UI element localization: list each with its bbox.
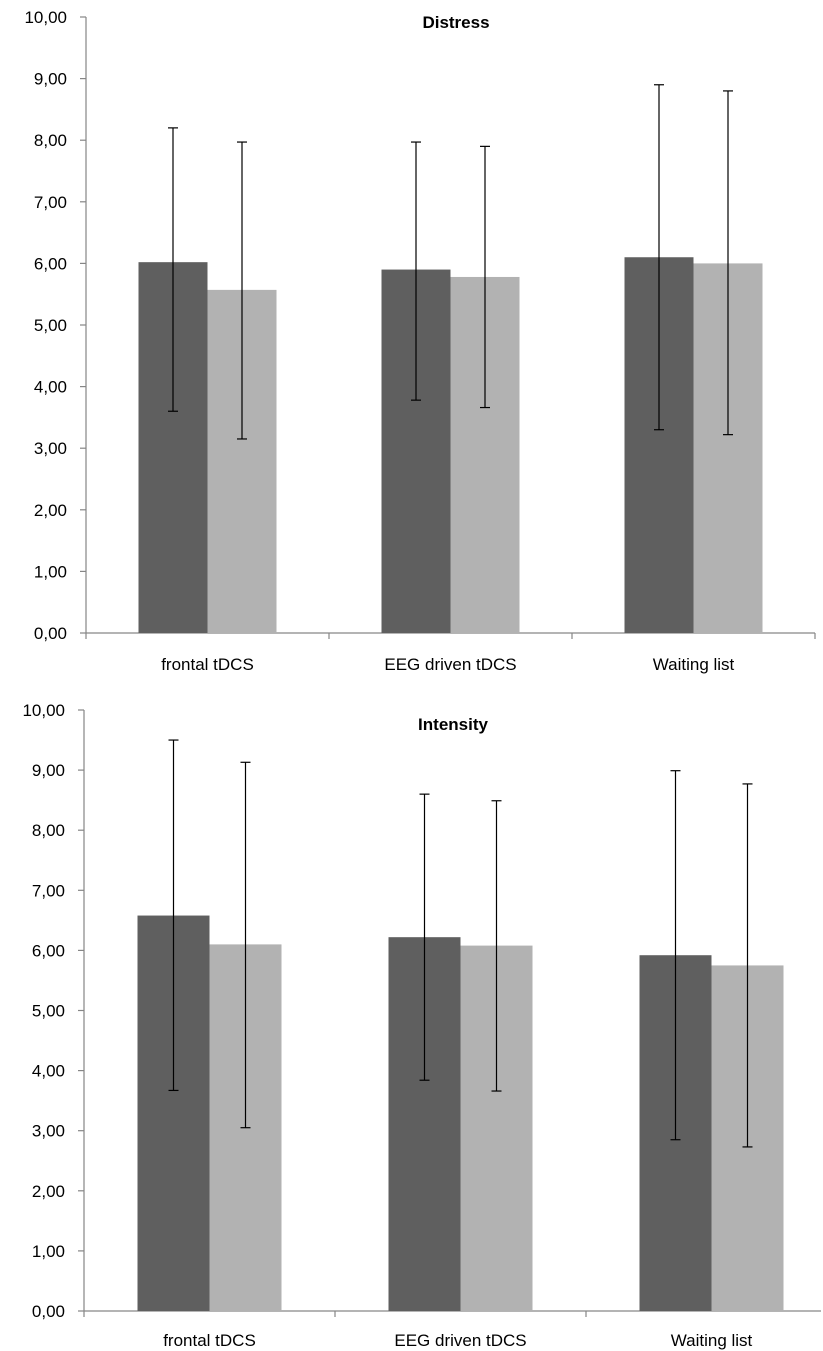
y-tick-label: 1,00 — [34, 562, 67, 581]
y-tick-label: 3,00 — [32, 1122, 65, 1141]
y-tick-label: 4,00 — [32, 1062, 65, 1081]
y-tick-label: 2,00 — [32, 1182, 65, 1201]
y-tick-label: 3,00 — [34, 439, 67, 458]
y-tick-label: 6,00 — [32, 941, 65, 960]
x-category-label: EEG driven tDCS — [384, 655, 516, 674]
x-category-label: Waiting list — [671, 1331, 753, 1350]
y-tick-label: 0,00 — [34, 624, 67, 643]
distress-chart: 0,00 1,00 2,00 3,00 4,00 5,00 6,00 7,00 8,00 9,00… — [24, 8, 816, 674]
x-category-label: Waiting list — [653, 655, 735, 674]
y-tick-label: 7,00 — [34, 193, 67, 212]
y-tick-label: 9,00 — [34, 70, 67, 89]
intensity-chart: 0,00 1,00 2,00 3,00 4,00 5,00 6,00 7,00 8,00 9,00… — [22, 701, 821, 1350]
chart-title-distress: Distress — [422, 13, 489, 32]
y-tick-label: 8,00 — [32, 821, 65, 840]
y-tick-label: 10,00 — [22, 701, 65, 720]
y-tick-label: 5,00 — [32, 1002, 65, 1021]
chart-title-intensity: Intensity — [418, 715, 488, 734]
y-tick-label: 2,00 — [34, 501, 67, 520]
y-tick-label: 9,00 — [32, 761, 65, 780]
y-tick-label: 7,00 — [32, 881, 65, 900]
y-tick-label: 4,00 — [34, 378, 67, 397]
y-tick-label: 5,00 — [34, 316, 67, 335]
y-tick-label: 6,00 — [34, 254, 67, 273]
y-tick-label: 10,00 — [24, 8, 67, 27]
x-category-label: frontal tDCS — [163, 1331, 256, 1350]
x-category-label: EEG driven tDCS — [394, 1331, 526, 1350]
y-tick-label: 0,00 — [32, 1302, 65, 1321]
x-category-label: frontal tDCS — [161, 655, 254, 674]
y-tick-label: 1,00 — [32, 1242, 65, 1261]
y-tick-label: 8,00 — [34, 131, 67, 150]
